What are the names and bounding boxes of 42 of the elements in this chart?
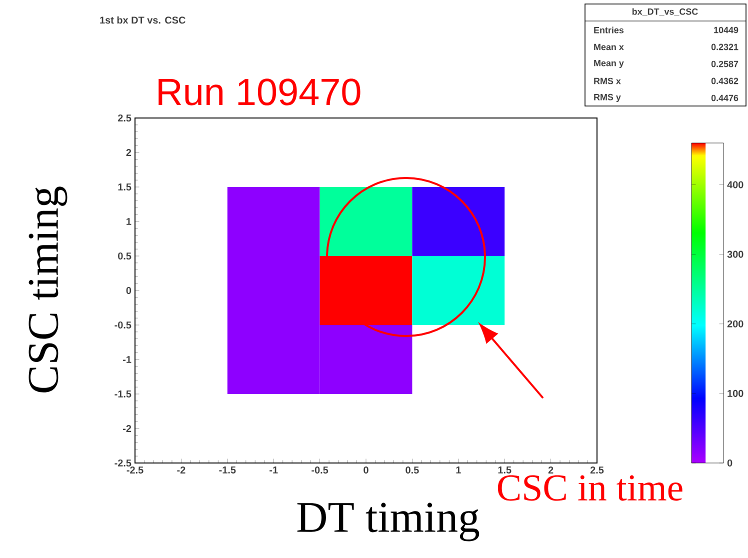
- color-bar-label: 300: [727, 250, 744, 258]
- chart-title: 1st bx DT vs. CSC: [100, 16, 186, 24]
- x-tick-label: 1: [456, 466, 461, 474]
- y-tick-label: 1.5: [118, 184, 132, 190]
- color-bar-label: 200: [727, 320, 744, 328]
- y-tick-label: 0: [126, 286, 132, 294]
- y-tick-label: -2: [123, 425, 132, 432]
- text: 0.2587: [711, 60, 738, 68]
- text: RMS y: [594, 94, 621, 102]
- y-tick-label: -0.5: [114, 321, 132, 329]
- x-tick-label: 0: [364, 466, 368, 474]
- x-tick-label: 0.5: [406, 466, 419, 474]
- x-tick-label: -2: [177, 466, 186, 474]
- text: bx_DT_vs_CSC: [632, 8, 698, 16]
- y-tick-label: -1.5: [114, 390, 132, 398]
- x-tick-label: -1: [270, 466, 278, 474]
- x-axis-title: DT timing: [297, 502, 480, 542]
- color-bar-label: 0: [727, 459, 732, 467]
- text: 0.4476: [711, 94, 738, 102]
- color-bar-label: 400: [727, 181, 744, 188]
- text: Mean y: [594, 60, 624, 68]
- y-tick-label: -2.5: [114, 459, 132, 467]
- x-tick-label: -1.5: [219, 466, 236, 474]
- y-tick-label: -1: [123, 356, 132, 363]
- y-tick-label: 1: [126, 218, 132, 225]
- text: 10449: [714, 26, 738, 34]
- x-tick-label: 2.5: [590, 466, 604, 474]
- text: 0.4362: [711, 78, 738, 84]
- text: Run 109470: [158, 78, 360, 106]
- text: RMS x: [594, 78, 621, 84]
- text: Entries: [594, 26, 624, 34]
- x-tick-label: 1.5: [498, 466, 512, 474]
- y-tick-label: 2.5: [118, 114, 132, 122]
- text: Mean x: [594, 44, 624, 50]
- y-tick-label: 2: [126, 149, 132, 156]
- text: CSC in time: [498, 475, 682, 501]
- text: 0.2321: [711, 44, 738, 50]
- x-tick-label: -0.5: [312, 466, 328, 474]
- color-bar-label: 100: [728, 390, 744, 397]
- y-tick-label: 0.5: [118, 252, 132, 260]
- y-axis-title: CSC timing: [28, 186, 68, 392]
- x-tick-label: 2: [548, 466, 554, 474]
